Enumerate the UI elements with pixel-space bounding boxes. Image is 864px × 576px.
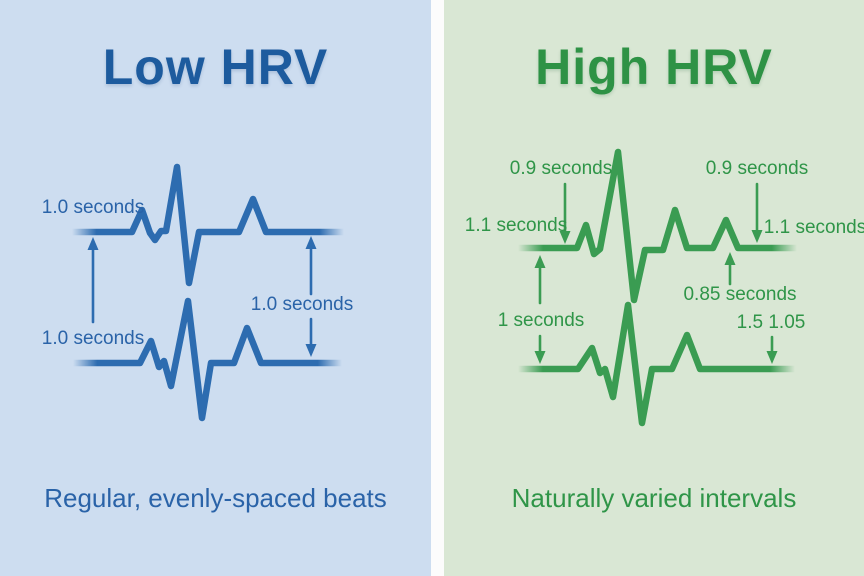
high-interval-arrow-midcenter-up <box>724 252 736 286</box>
low-hrv-ecg-top <box>68 163 348 287</box>
high-hrv-caption: Naturally varied intervals <box>511 483 797 513</box>
high-interval-arrow-midleft-up <box>534 255 546 305</box>
low-hrv-caption: Regular, evenly-spaced beats <box>44 483 387 513</box>
low-interval-label-top-left: 1.0 seconds <box>41 197 145 218</box>
high-interval-arrow-topleft-down <box>559 182 571 244</box>
high-interval-arrow-midleft-down <box>534 334 546 364</box>
panel-divider <box>431 0 444 576</box>
low-hrv-title: Low HRV <box>102 39 329 95</box>
high-interval-label-top-left: 0.9 seconds <box>509 158 613 179</box>
high-interval-label-left: 1.1 seconds <box>464 215 568 236</box>
low-interval-arrow-right-down <box>305 317 317 357</box>
low-interval-label-mid-left: 1.0 seconds <box>41 328 145 349</box>
high-hrv-panel: High HRV Naturally varied intervals <box>444 0 864 576</box>
high-interval-label-top-right: 0.9 seconds <box>705 158 809 179</box>
high-interval-label-mid-right: 1.5 1.05 <box>736 312 806 333</box>
high-hrv-ecg-top <box>514 148 801 304</box>
high-interval-label-right: 1.1 seconds <box>763 217 864 238</box>
low-interval-arrow-left-up <box>87 237 99 324</box>
high-interval-arrow-topright-down <box>751 182 763 243</box>
high-interval-arrow-midright-down <box>766 335 778 364</box>
low-interval-label-right: 1.0 seconds <box>250 294 354 315</box>
high-interval-label-mid-center: 0.85 seconds <box>683 284 797 305</box>
low-interval-arrow-right-up <box>305 236 317 296</box>
high-hrv-ecg-bottom <box>514 301 799 427</box>
high-interval-label-mid-left: 1 seconds <box>497 310 585 331</box>
low-hrv-panel: Low HRV Regular, evenly-spaced beats <box>0 0 431 576</box>
high-hrv-title: High HRV <box>535 39 773 95</box>
low-hrv-ecg-bottom <box>69 297 346 422</box>
